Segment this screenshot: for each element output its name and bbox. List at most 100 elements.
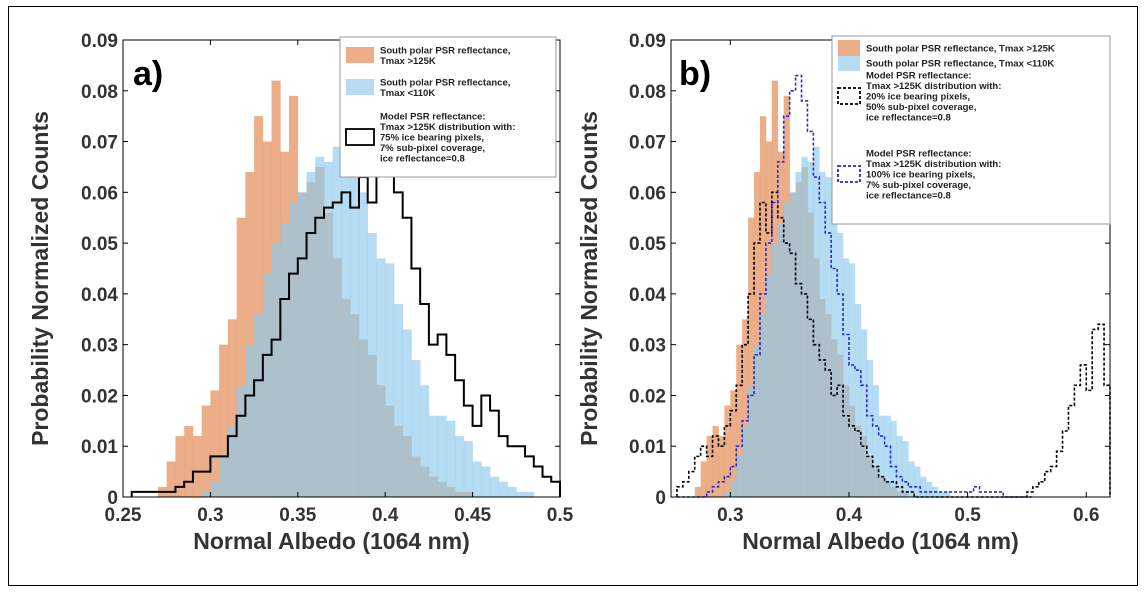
histogram-bar-south_110 bbox=[306, 172, 316, 497]
y-axis-label: Probability Normalized Counts bbox=[576, 111, 602, 446]
y-tick-label: 0.01 bbox=[81, 437, 118, 458]
histogram-bar-south_110 bbox=[943, 491, 951, 497]
legend-label-line: Model PSR reflectance: bbox=[866, 71, 972, 82]
y-tick-label: 0 bbox=[107, 488, 118, 509]
histogram-bar-south_125 bbox=[742, 319, 749, 497]
legend-label-line: ice reflectance=0.8 bbox=[380, 154, 465, 165]
histogram-bar-south_110 bbox=[801, 156, 808, 498]
histogram-bar-south_110 bbox=[324, 161, 334, 497]
legend-box bbox=[831, 35, 1111, 225]
histogram-bar-south_110 bbox=[402, 329, 412, 497]
histogram-bar-south_110 bbox=[437, 415, 447, 497]
histogram-bar-south_125 bbox=[694, 486, 701, 497]
legend-label-line: South polar PSR reflectance, bbox=[380, 45, 510, 56]
histogram-bar-south_110 bbox=[837, 232, 844, 497]
legend-swatch-south_110 bbox=[346, 79, 374, 95]
histogram-bar-south_110 bbox=[463, 441, 473, 497]
histogram-bar-south_125 bbox=[227, 319, 237, 497]
legend-label-line: ice reflectance=0.8 bbox=[866, 113, 951, 124]
histogram-bar-south_125 bbox=[718, 436, 725, 497]
y-tick-label: 0.06 bbox=[629, 183, 666, 204]
histogram-bar-south_110 bbox=[890, 420, 897, 497]
histogram-bar-south_125 bbox=[201, 405, 211, 497]
histogram-bar-south_110 bbox=[789, 192, 796, 498]
histogram-bar-south_110 bbox=[350, 177, 360, 497]
legend-label-line: 75% ice bearing pixels, bbox=[380, 133, 484, 144]
y-tick-label: 0.04 bbox=[81, 285, 118, 306]
histogram-bar-south_110 bbox=[376, 258, 386, 497]
legend-swatch-south_125 bbox=[346, 47, 374, 63]
x-tick-label: 0.5 bbox=[547, 505, 574, 526]
legend-label-line: Tmax <110K bbox=[380, 88, 435, 99]
legend-box bbox=[339, 36, 557, 178]
y-tick-label: 0.03 bbox=[629, 336, 666, 357]
histogram-bar-south_110 bbox=[872, 385, 879, 497]
histogram-bar-south_110 bbox=[411, 359, 421, 497]
legend-swatch-model_b_black bbox=[837, 87, 861, 105]
histogram-bar-south_125 bbox=[166, 461, 176, 497]
histogram-bar-south_110 bbox=[831, 192, 838, 498]
histogram-bar-south_110 bbox=[854, 304, 862, 497]
panel-b: 0 0.01 0.02 0.03 0.04 0.05 0.06 0.07 0.08 0.09 0.3… bbox=[576, 31, 1111, 554]
legend: South polar PSR reflectance,Tmax >125KSo… bbox=[339, 36, 557, 178]
histogram-bar-south_110 bbox=[914, 466, 921, 497]
legend-label-line: 7% sub-pixel coverage, bbox=[866, 180, 971, 191]
histogram-bar-south_125 bbox=[254, 116, 264, 498]
histogram-bar-south_125 bbox=[184, 425, 194, 497]
histogram-outline-model_b_black bbox=[676, 191, 1111, 498]
x-tick-label: 0.4 bbox=[372, 505, 399, 526]
histogram-bar-south_125 bbox=[730, 390, 737, 497]
y-tick-label: 0.07 bbox=[629, 133, 666, 154]
y-tick-label: 0.05 bbox=[81, 234, 118, 255]
histogram-bar-south_110 bbox=[481, 466, 491, 497]
histogram-bar-south_110 bbox=[748, 385, 755, 497]
x-axis-label: Normal Albedo (1064 nm) bbox=[193, 528, 469, 554]
histogram-bar-south_110 bbox=[271, 243, 281, 497]
histogram-bar-south_110 bbox=[472, 461, 482, 497]
histogram-bar-south_110 bbox=[516, 491, 526, 497]
histogram-bar-south_110 bbox=[765, 273, 773, 497]
legend-swatch-south_110 bbox=[838, 55, 860, 71]
histogram-bar-south_110 bbox=[926, 481, 933, 497]
legend-label-line: Model PSR reflectance: bbox=[380, 112, 486, 123]
histogram-bar-south_110 bbox=[254, 314, 264, 497]
histogram-bar-south_110 bbox=[219, 456, 229, 497]
histogram-bar-south_110 bbox=[730, 481, 737, 497]
y-tick-label: 0.08 bbox=[629, 82, 666, 103]
legend-label-line: South polar PSR reflectance, Tmax <110K bbox=[866, 59, 1054, 70]
histogram-bar-south_125 bbox=[175, 436, 185, 497]
y-tick-label: 0.09 bbox=[629, 31, 666, 52]
histogram-bar-south_110 bbox=[245, 344, 255, 497]
legend-label-line: Tmax >125K bbox=[380, 56, 436, 67]
legend-label-line: 100% ice bearing pixels, bbox=[866, 170, 975, 181]
histogram-bar-south_110 bbox=[813, 146, 820, 497]
histogram-bar-south_110 bbox=[878, 415, 885, 497]
histogram-bar-south_110 bbox=[920, 476, 927, 497]
histogram-bar-south_110 bbox=[777, 222, 785, 498]
legend-label-line: 20% ice bearing pixels, bbox=[866, 92, 970, 103]
histogram-bar-south_125 bbox=[736, 344, 743, 497]
histogram-bar-south_125 bbox=[210, 390, 220, 497]
x-tick-label: 0.4 bbox=[836, 505, 863, 526]
histogram-bar-south_110 bbox=[843, 258, 850, 497]
x-axis-label: Normal Albedo (1064 nm) bbox=[742, 528, 1018, 554]
histogram-bar-south_110 bbox=[455, 436, 465, 497]
histogram-bar-south_125 bbox=[724, 405, 731, 497]
histogram-bar-south_110 bbox=[236, 385, 246, 497]
x-tick-label: 0.45 bbox=[454, 505, 491, 526]
x-tick-label: 0.3 bbox=[197, 505, 223, 526]
histogram-bar-south_110 bbox=[896, 436, 903, 497]
histogram-bar-south_125 bbox=[236, 217, 246, 497]
histogram-bar-south_110 bbox=[884, 415, 891, 497]
legend-label-line: South polar PSR reflectance, bbox=[380, 77, 510, 88]
legend-label-line: South polar PSR reflectance, Tmax >125K bbox=[866, 44, 1055, 55]
y-tick-label: 0.04 bbox=[629, 285, 666, 306]
y-tick-label: 0.02 bbox=[81, 386, 118, 407]
histogram-bar-south_110 bbox=[262, 273, 272, 497]
x-tick-label: 0.35 bbox=[279, 505, 316, 526]
histogram-bar-south_110 bbox=[507, 486, 517, 497]
histogram-bar-south_110 bbox=[860, 329, 868, 497]
legend-label-line: Tmax >125K distribution with: bbox=[380, 122, 515, 133]
y-axis-label: Probability Normalized Counts bbox=[27, 111, 53, 446]
